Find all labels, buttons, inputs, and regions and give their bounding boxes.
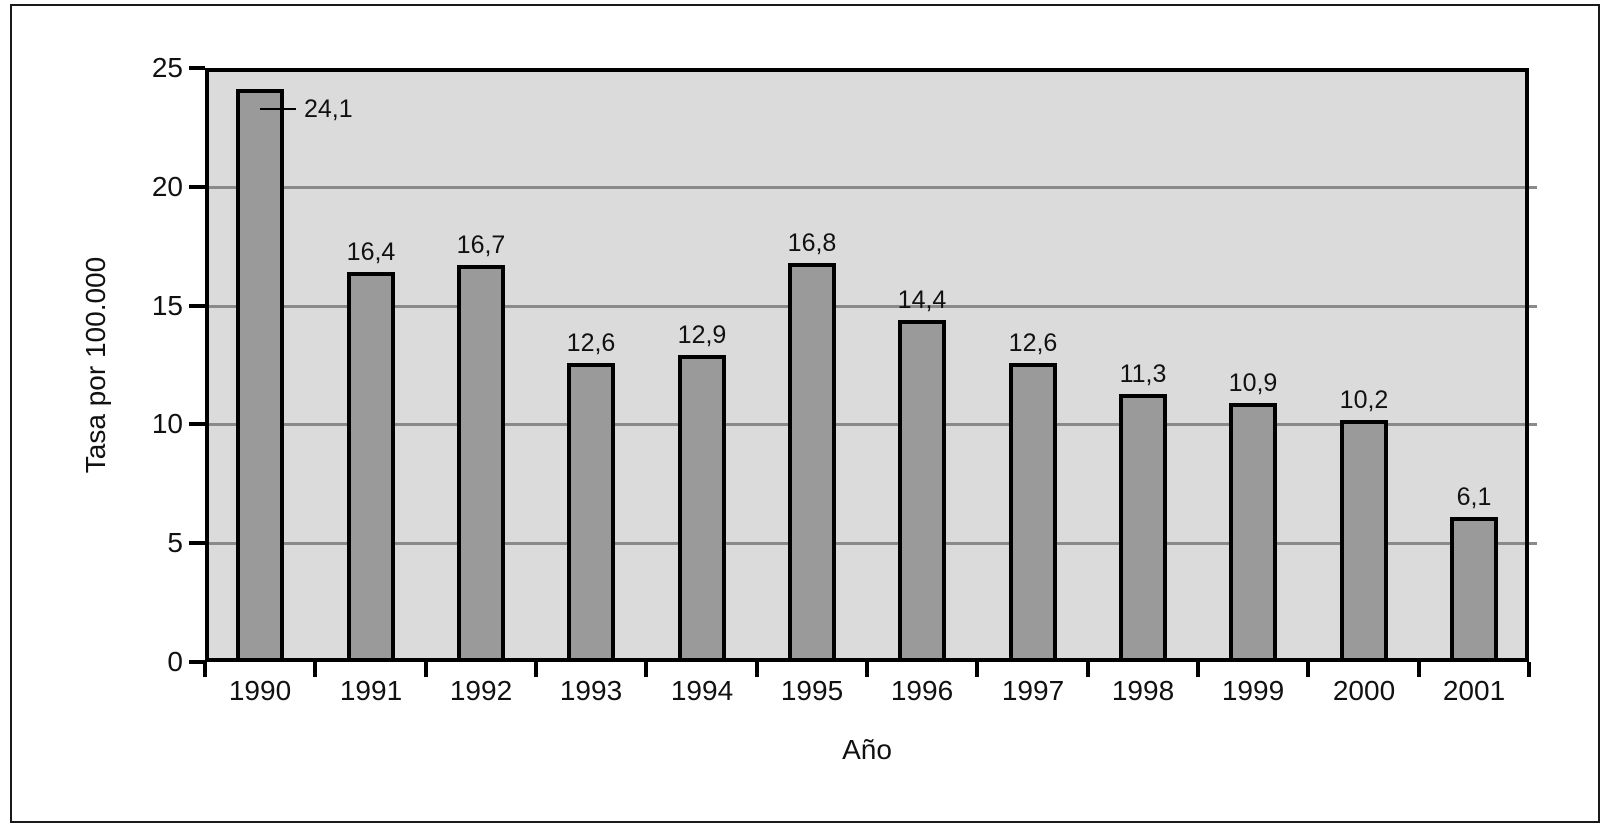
gridline bbox=[205, 186, 1529, 189]
x-axis-tick bbox=[1417, 662, 1421, 677]
y-axis-tick bbox=[189, 185, 205, 189]
bar bbox=[1340, 420, 1388, 662]
bar-value-label: 12,6 bbox=[1008, 329, 1058, 357]
bar-value-label: 16,4 bbox=[346, 238, 396, 266]
bar bbox=[1119, 394, 1167, 662]
bar bbox=[1009, 363, 1057, 662]
bar bbox=[567, 363, 615, 662]
y-axis-tick bbox=[189, 66, 205, 70]
bar-value-label: 10,2 bbox=[1339, 386, 1389, 414]
bar-value-label: 12,6 bbox=[566, 329, 616, 357]
x-axis-tick bbox=[203, 662, 207, 677]
x-axis-title: Año bbox=[842, 734, 892, 765]
y-axis-tick bbox=[189, 422, 205, 426]
y-axis-title: Tasa por 100.000 bbox=[80, 256, 111, 474]
bar-value-label: 11,3 bbox=[1119, 360, 1167, 388]
x-axis-tick-label: 1996 bbox=[890, 675, 954, 706]
bar bbox=[347, 272, 395, 662]
x-axis-tick-label: 1998 bbox=[1111, 675, 1175, 706]
bar-value-label: 16,8 bbox=[787, 229, 837, 257]
plot-area: 24,1 16,4 16,7 12,6 12,9 16,8 14,4 12,6 11,3 10,9… bbox=[205, 68, 1529, 662]
y-axis-tick-label: 25 bbox=[151, 52, 183, 83]
bar bbox=[678, 355, 726, 662]
bar-value-label: 14,4 bbox=[897, 286, 947, 314]
bar-value-label: 10,9 bbox=[1228, 369, 1278, 397]
x-axis-tick-label: 1999 bbox=[1221, 675, 1285, 706]
x-axis-tick-label: 1993 bbox=[559, 675, 623, 706]
bar-value-label: 16,7 bbox=[456, 231, 506, 259]
bar-value-label: 24,1 bbox=[304, 95, 353, 123]
bar-value-label: 12,9 bbox=[677, 321, 727, 349]
x-axis-tick-label: 1992 bbox=[449, 675, 513, 706]
gridline-right-tick bbox=[1528, 423, 1537, 426]
x-axis-tick bbox=[313, 662, 317, 677]
y-axis-tick-label: 5 bbox=[167, 527, 183, 558]
leader-line bbox=[260, 108, 296, 110]
x-axis-tick-label: 2000 bbox=[1332, 675, 1396, 706]
x-axis-tick bbox=[865, 662, 869, 677]
bar bbox=[457, 265, 505, 662]
x-axis-tick-label: 1994 bbox=[670, 675, 734, 706]
y-axis-tick-label: 0 bbox=[167, 646, 183, 677]
x-axis-tick-label: 1990 bbox=[228, 675, 292, 706]
x-axis-tick bbox=[534, 662, 538, 677]
x-axis-tick-label: 1991 bbox=[339, 675, 403, 706]
y-axis-tick bbox=[189, 660, 205, 664]
x-axis-tick bbox=[424, 662, 428, 677]
x-axis-tick bbox=[975, 662, 979, 677]
gridline bbox=[205, 542, 1529, 545]
gridline-right-tick bbox=[1528, 305, 1537, 308]
gridline-right-tick bbox=[1528, 186, 1537, 189]
y-axis-tick bbox=[189, 541, 205, 545]
bar bbox=[236, 89, 284, 662]
x-axis-tick-label: 1995 bbox=[780, 675, 844, 706]
y-axis-tick-label: 15 bbox=[151, 290, 183, 321]
x-axis-tick bbox=[1086, 662, 1090, 677]
gridline bbox=[205, 423, 1529, 426]
x-axis-tick bbox=[755, 662, 759, 677]
bar bbox=[1450, 517, 1498, 662]
x-axis-tick-label: 2001 bbox=[1442, 675, 1506, 706]
bar bbox=[1229, 403, 1277, 662]
x-axis-tick bbox=[1196, 662, 1200, 677]
y-axis-tick-label: 10 bbox=[151, 408, 183, 439]
bar bbox=[898, 320, 946, 662]
bar bbox=[788, 263, 836, 662]
x-axis-tick bbox=[1527, 662, 1531, 677]
x-axis-tick-label: 1997 bbox=[1001, 675, 1065, 706]
x-axis-tick bbox=[644, 662, 648, 677]
y-axis-tick bbox=[189, 304, 205, 308]
bar-value-label: 6,1 bbox=[1456, 483, 1492, 511]
plot-border bbox=[205, 68, 1529, 662]
y-axis-tick-label: 20 bbox=[151, 171, 183, 202]
x-axis-tick bbox=[1306, 662, 1310, 677]
gridline bbox=[205, 305, 1529, 308]
gridline-right-tick bbox=[1528, 542, 1537, 545]
